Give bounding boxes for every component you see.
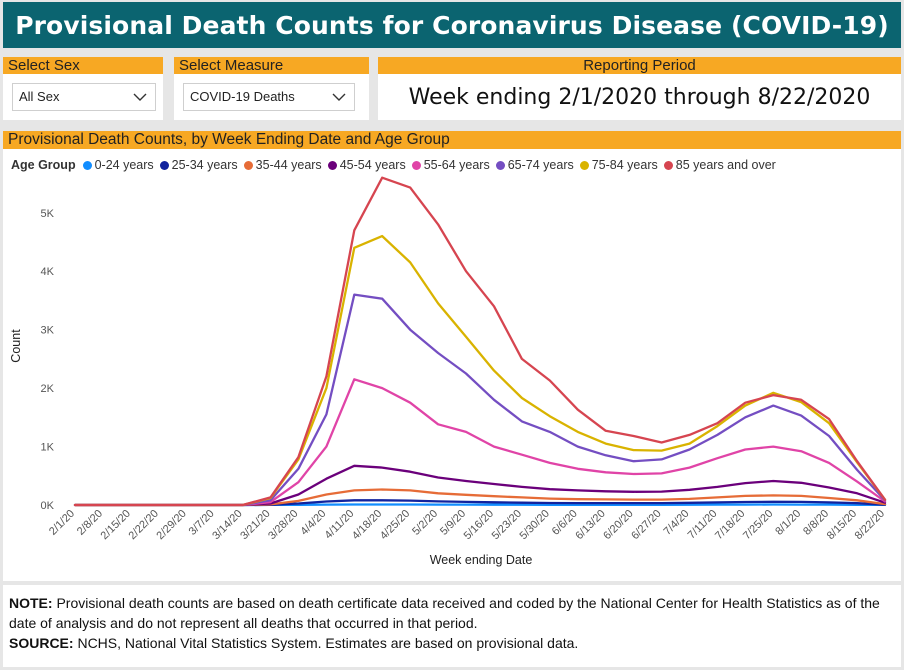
legend-item[interactable]: 75-84 years (579, 158, 658, 172)
y-axis-title: Count (9, 329, 23, 363)
x-tick-label: 3/28/20 (266, 508, 300, 542)
source-line: SOURCE: NCHS, National Vital Statistics … (9, 633, 895, 653)
x-tick-label: 5/2/20 (410, 508, 440, 538)
measure-filter-panel: Select Measure COVID-19 Deaths (174, 57, 369, 120)
chevron-down-icon (332, 93, 346, 101)
reporting-period-panel: Reporting Period Week ending 2/1/2020 th… (378, 57, 901, 120)
x-tick-label: 2/1/20 (47, 508, 77, 538)
y-tick-label: 2K (41, 383, 55, 395)
y-tick-label: 3K (41, 325, 55, 337)
x-tick-label: 6/20/20 (601, 508, 635, 542)
source-label: SOURCE: (9, 635, 74, 651)
legend-item[interactable]: 25-34 years (159, 158, 238, 172)
sex-select[interactable]: All Sex (12, 83, 156, 111)
legend-label: 65-74 years (507, 158, 574, 172)
x-tick-label: 4/25/20 (378, 508, 412, 542)
measure-filter-label: Select Measure (174, 57, 369, 74)
legend-marker (327, 160, 337, 170)
series-line-45-54-years (73, 464, 887, 507)
measure-select[interactable]: COVID-19 Deaths (183, 83, 355, 111)
x-tick-label: 7/25/20 (741, 508, 775, 542)
x-tick-label: 2/22/20 (126, 508, 160, 542)
y-tick-label: 0K (41, 500, 55, 512)
legend-item[interactable]: 45-54 years (327, 158, 406, 172)
note-label: NOTE: (9, 595, 53, 611)
legend-title: Age Group (11, 158, 76, 172)
legend-marker (495, 160, 505, 170)
y-tick-label: 5K (41, 208, 55, 220)
x-tick-label: 7/18/20 (713, 508, 747, 542)
sex-select-value: All Sex (19, 89, 60, 104)
chart-legend: Age Group 0-24 years 25-34 years 35-44 yea… (11, 158, 782, 172)
legend-label: 0-24 years (94, 158, 154, 172)
legend-marker (82, 160, 92, 170)
x-tick-label: 8/1/20 (773, 508, 803, 538)
chart-panel: Provisional Death Counts, by Week Ending… (3, 131, 901, 581)
legend-label: 75-84 years (591, 158, 658, 172)
x-tick-label: 7/11/20 (686, 508, 720, 542)
series-line-65-74-years (73, 293, 887, 507)
note-line: NOTE: Provisional death counts are based… (9, 593, 895, 633)
x-tick-label: 5/30/20 (518, 508, 552, 542)
x-axis-title: Week ending Date (430, 553, 533, 567)
legend-item[interactable]: 85 years and over (663, 158, 776, 172)
source-text: NCHS, National Vital Statistics System. … (73, 635, 579, 651)
x-tick-label: 6/13/20 (573, 508, 607, 542)
note-text: Provisional death counts are based on de… (9, 595, 880, 631)
line-chart: 0K1K2K3K4K5K2/1/202/8/202/15/202/22/202/… (9, 176, 887, 567)
y-tick-label: 4K (41, 266, 55, 278)
x-tick-label: 2/15/20 (99, 508, 133, 542)
reporting-period-label: Reporting Period (378, 57, 901, 74)
x-tick-label: 8/15/20 (825, 508, 859, 542)
legend-marker (411, 160, 421, 170)
legend-item[interactable]: 35-44 years (243, 158, 322, 172)
y-tick-label: 1K (41, 442, 55, 454)
legend-item[interactable]: 65-74 years (495, 158, 574, 172)
measure-select-value: COVID-19 Deaths (190, 89, 295, 104)
legend-item[interactable]: 0-24 years (82, 158, 154, 172)
chevron-down-icon (133, 93, 147, 101)
footnote: NOTE: Provisional death counts are based… (3, 585, 901, 667)
legend-marker (243, 160, 253, 170)
legend-label: 55-64 years (423, 158, 490, 172)
series-line-85-years-and-over (73, 176, 887, 507)
legend-item[interactable]: 55-64 years (411, 158, 490, 172)
legend-marker (159, 160, 169, 170)
reporting-period-value: Week ending 2/1/2020 through 8/22/2020 (408, 85, 871, 110)
x-tick-label: 8/22/20 (853, 508, 887, 542)
legend-label: 45-54 years (339, 158, 406, 172)
x-tick-label: 5/16/20 (462, 508, 496, 542)
legend-marker (663, 160, 673, 170)
legend-label: 25-34 years (171, 158, 238, 172)
chart-title: Provisional Death Counts, by Week Ending… (3, 131, 901, 149)
legend-label: 35-44 years (255, 158, 322, 172)
series-line-75-84-years (73, 234, 887, 507)
x-tick-label: 5/23/20 (490, 508, 524, 542)
x-tick-label: 4/18/20 (350, 508, 384, 542)
x-tick-label: 2/29/20 (154, 508, 188, 542)
x-tick-label: 3/21/20 (238, 508, 272, 542)
legend-marker (579, 160, 589, 170)
sex-filter-panel: Select Sex All Sex (3, 57, 163, 120)
sex-filter-label: Select Sex (3, 57, 163, 74)
dashboard-title: Provisional Death Counts for Coronavirus… (3, 2, 901, 48)
x-tick-label: 4/11/20 (323, 508, 357, 542)
x-tick-label: 3/14/20 (210, 508, 244, 542)
legend-label: 85 years and over (675, 158, 776, 172)
x-tick-label: 6/27/20 (629, 508, 663, 542)
